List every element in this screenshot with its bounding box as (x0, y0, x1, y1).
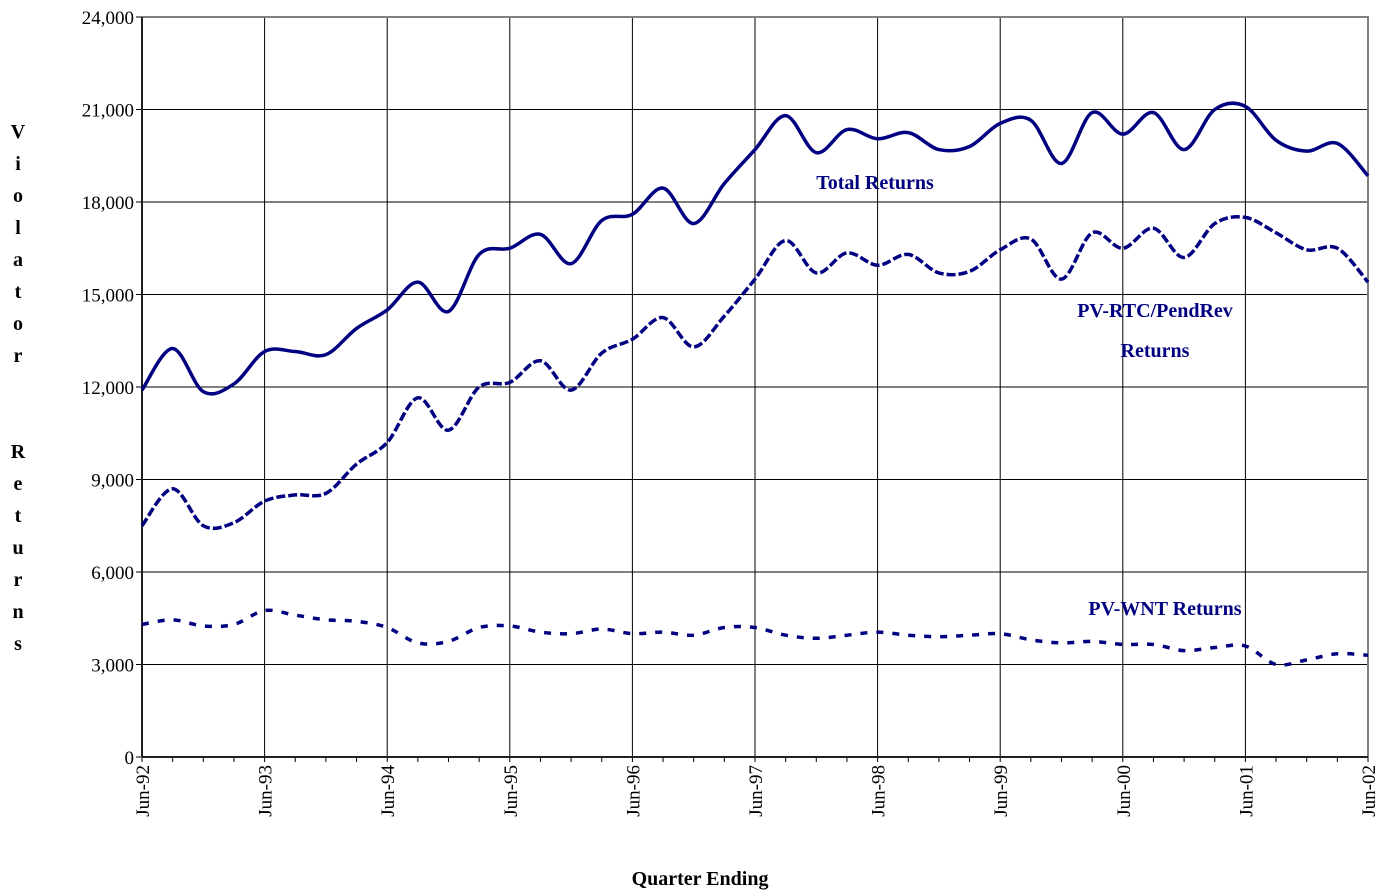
y-tick-label: 21,000 (82, 101, 134, 122)
x-tick-label: Jun-95 (501, 765, 522, 817)
y-tick-label: 0 (125, 748, 135, 769)
y-tick-label: 3,000 (91, 656, 134, 677)
x-tick-label: Jun-98 (869, 765, 890, 817)
series-label: PV-WNT Returns (1088, 598, 1241, 620)
x-tick-label: Jun-99 (991, 765, 1012, 817)
x-tick-label: Jun-96 (623, 765, 644, 817)
series-label: Total Returns (816, 172, 934, 194)
y-tick-label: 24,000 (82, 8, 134, 29)
x-tick-label: Jun-93 (256, 765, 277, 817)
x-tick-label: Jun-92 (133, 765, 154, 817)
x-axis-label: Quarter Ending (632, 868, 769, 890)
series-label: PV-RTC/PendRev Returns (1077, 300, 1233, 362)
series-line (140, 215, 1370, 531)
series-line (141, 608, 1369, 667)
x-tick-label: Jun-02 (1359, 765, 1380, 817)
series-line (140, 101, 1370, 396)
x-tick-label: Jun-97 (746, 765, 767, 817)
y-tick-label: 15,000 (82, 286, 134, 307)
x-tick-label: Jun-01 (1236, 765, 1257, 817)
y-tick-label: 12,000 (82, 378, 134, 399)
y-tick-label: 9,000 (91, 471, 134, 492)
x-tick-label: Jun-00 (1114, 765, 1135, 817)
y-tick-label: 18,000 (82, 193, 134, 214)
x-tick-label: Jun-94 (378, 765, 399, 817)
y-tick-label: 6,000 (91, 563, 134, 584)
